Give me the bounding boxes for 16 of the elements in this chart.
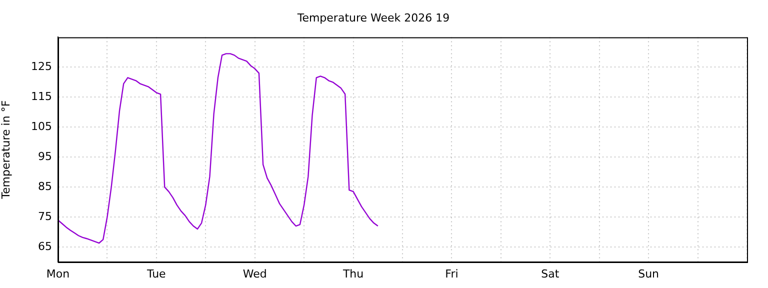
y-tick-label: 65	[38, 240, 52, 253]
x-tick-label: Mon	[46, 267, 70, 280]
y-tick-label: 85	[38, 180, 52, 193]
x-tick-label: Sat	[541, 267, 560, 280]
x-tick-label: Tue	[146, 267, 166, 280]
x-tick-label: Fri	[445, 267, 458, 280]
y-tick-label: 115	[31, 90, 52, 104]
x-tick-label: Sun	[638, 267, 660, 280]
x-tick-label: Thu	[342, 267, 364, 280]
y-tick-label: 75	[38, 210, 52, 223]
y-axis-title: Temperature in °F	[0, 100, 12, 200]
x-tick-label: Wed	[242, 267, 267, 280]
y-tick-label: 95	[38, 150, 52, 163]
y-tick-label: 125	[31, 60, 52, 74]
chart-title: Temperature Week 2026 19	[296, 11, 450, 24]
y-tick-label: 105	[31, 120, 52, 133]
